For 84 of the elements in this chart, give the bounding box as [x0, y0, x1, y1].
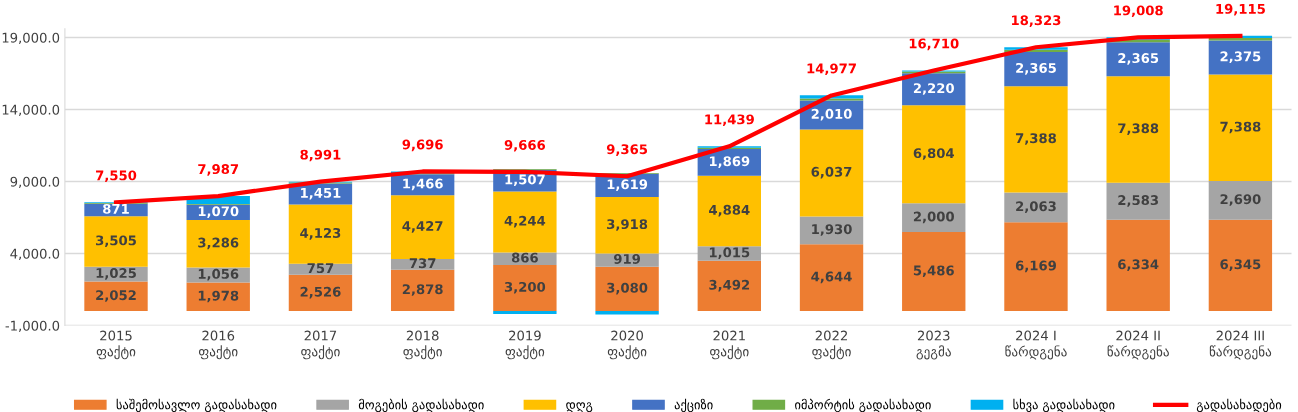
data-label: 2,220: [913, 83, 954, 95]
data-label: 871: [103, 203, 129, 214]
data-label: 3,200: [504, 281, 546, 294]
x-tick-label: 2024 I წარდგენა: [1005, 330, 1067, 360]
data-label: 4,427: [402, 221, 443, 233]
data-label: 2,375: [1220, 51, 1261, 63]
data-label: 2,000: [913, 211, 954, 224]
data-label: 919: [614, 253, 641, 264]
data-label: 866: [511, 252, 538, 263]
data-label: 3,080: [607, 282, 648, 295]
data-label: 737: [409, 258, 436, 269]
x-tick-label: 2022 ფაქტი: [812, 330, 851, 360]
data-label: 4,244: [504, 215, 546, 228]
legend-label: მოგების გადასახადი: [358, 398, 484, 412]
data-label: 2,365: [1118, 53, 1159, 65]
legend-label: აქციზი: [674, 398, 713, 412]
data-label: 8,991: [300, 149, 341, 162]
y-tick-label: 9,000.0: [10, 176, 60, 189]
data-label: 1,451: [301, 188, 341, 200]
legend-label: დღგ: [566, 402, 593, 412]
data-label: 3,286: [198, 237, 239, 250]
x-tick-label: 2020 ფაქტი: [607, 330, 647, 360]
data-label: 7,388: [1015, 133, 1057, 145]
data-label: 9,365: [606, 144, 648, 156]
data-label: 1,507: [505, 174, 545, 187]
data-label: 757: [307, 263, 334, 274]
data-label: 2,010: [811, 108, 852, 121]
x-tick-label: 2017 ფაქტი: [301, 330, 340, 360]
data-label: 1,619: [607, 179, 648, 191]
x-tick-label: 2023 გეგმა: [916, 330, 951, 360]
data-label: 2,526: [300, 286, 341, 299]
data-label: 7,987: [198, 164, 239, 176]
data-label: 7,388: [1220, 121, 1261, 134]
data-label: 19,115: [1216, 3, 1265, 16]
data-label: 1,025: [96, 268, 136, 280]
x-tick-label: 2024 II წარდგენა: [1107, 330, 1169, 360]
data-label: 5,486: [913, 265, 954, 278]
data-label: 1,056: [198, 268, 239, 281]
data-label: 1,930: [812, 224, 852, 236]
data-label: 7,388: [1118, 123, 1159, 135]
data-label: 2,365: [1016, 62, 1056, 75]
data-label: 2,063: [1016, 201, 1056, 213]
x-tick-label: 2015 ფაქტი: [96, 330, 136, 360]
x-tick-label: 2021 ფაქტი: [710, 330, 749, 360]
x-tick-label: 2016 ფაქტი: [198, 330, 238, 360]
data-label: 19,008: [1114, 5, 1163, 18]
data-label: 9,696: [402, 139, 443, 152]
legend-label: სხვა გადასახადი: [1013, 398, 1115, 412]
y-tick-label: -1,000.0: [5, 320, 60, 333]
y-tick-label: 14,000.0: [2, 104, 60, 117]
legend-label: გადასახადები: [1196, 398, 1282, 412]
data-label: 6,804: [913, 148, 955, 160]
data-label: 2,690: [1220, 194, 1261, 206]
legend-label: საშემოსავლო გადასახადი: [116, 398, 277, 412]
data-label: 1,869: [709, 156, 750, 168]
data-label: 9,666: [504, 139, 546, 152]
data-label: 1,015: [709, 247, 750, 259]
data-label: 1,070: [198, 206, 239, 218]
data-label: 2,052: [96, 290, 136, 302]
data-label: 4,644: [811, 271, 852, 284]
data-label: 11,439: [705, 114, 754, 127]
data-label: 3,492: [709, 279, 750, 292]
data-label: 2,878: [402, 284, 443, 296]
y-tick-label: 4,000.0: [10, 248, 60, 261]
legend-label: იმპორტის გადასახადი: [795, 398, 931, 412]
data-label: 18,323: [1012, 15, 1061, 27]
data-label: 6,037: [811, 166, 852, 179]
x-tick-label: 2018 ფაქტი: [403, 330, 442, 360]
data-label: 1,978: [198, 290, 239, 303]
data-label: 6,169: [1015, 260, 1056, 273]
x-tick-label: 2019 ფაქტი: [505, 330, 545, 360]
data-label: 14,977: [807, 63, 856, 76]
data-label: 6,345: [1220, 259, 1261, 271]
x-tick-label: 2024 III წარდგენა: [1209, 330, 1272, 360]
data-label: 3,918: [607, 219, 648, 231]
data-label: 7,550: [96, 170, 137, 183]
data-label: 6,334: [1118, 259, 1159, 271]
data-label: 1,466: [403, 178, 443, 191]
data-label: 4,884: [709, 204, 750, 217]
data-label: 4,123: [300, 227, 341, 240]
data-label: 2,583: [1118, 195, 1158, 207]
data-label: 3,505: [96, 235, 136, 248]
data-label: 16,710: [909, 38, 959, 51]
y-tick-label: 19,000.0: [2, 32, 60, 45]
